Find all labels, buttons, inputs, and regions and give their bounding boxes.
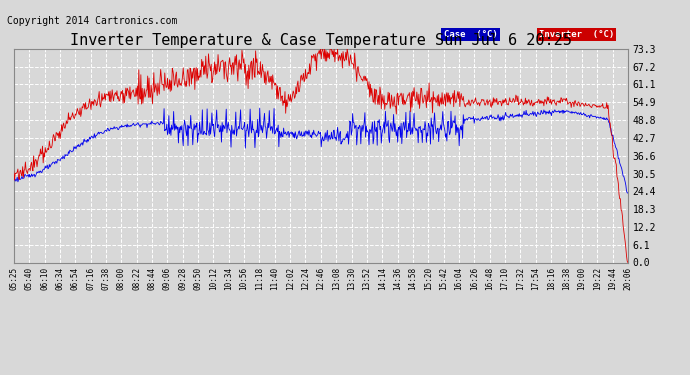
Text: Case  (°C): Case (°C) xyxy=(444,30,497,39)
Text: Inverter  (°C): Inverter (°C) xyxy=(539,30,614,39)
Text: Copyright 2014 Cartronics.com: Copyright 2014 Cartronics.com xyxy=(7,16,177,26)
Title: Inverter Temperature & Case Temperature Sun Jul 6 20:25: Inverter Temperature & Case Temperature … xyxy=(70,33,572,48)
